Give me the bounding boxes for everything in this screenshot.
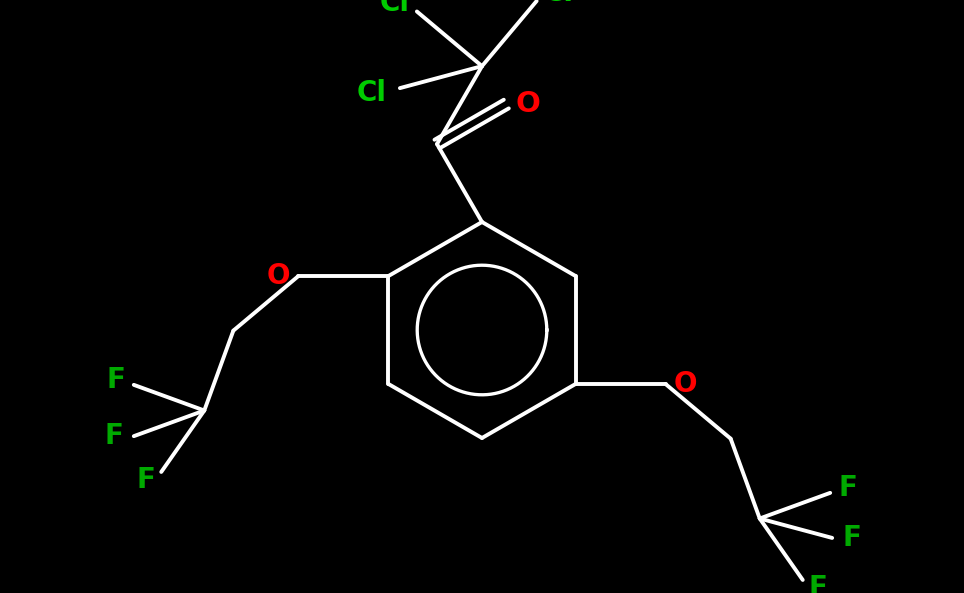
Text: O: O bbox=[674, 370, 697, 398]
Text: F: F bbox=[137, 466, 156, 494]
Text: F: F bbox=[843, 524, 862, 552]
Text: O: O bbox=[267, 262, 290, 290]
Text: O: O bbox=[516, 90, 541, 118]
Text: Cl: Cl bbox=[544, 0, 574, 7]
Text: F: F bbox=[808, 574, 827, 593]
Text: Cl: Cl bbox=[357, 79, 387, 107]
Text: F: F bbox=[104, 422, 123, 450]
Text: F: F bbox=[106, 366, 125, 394]
Text: Cl: Cl bbox=[380, 0, 410, 17]
Text: F: F bbox=[839, 474, 858, 502]
